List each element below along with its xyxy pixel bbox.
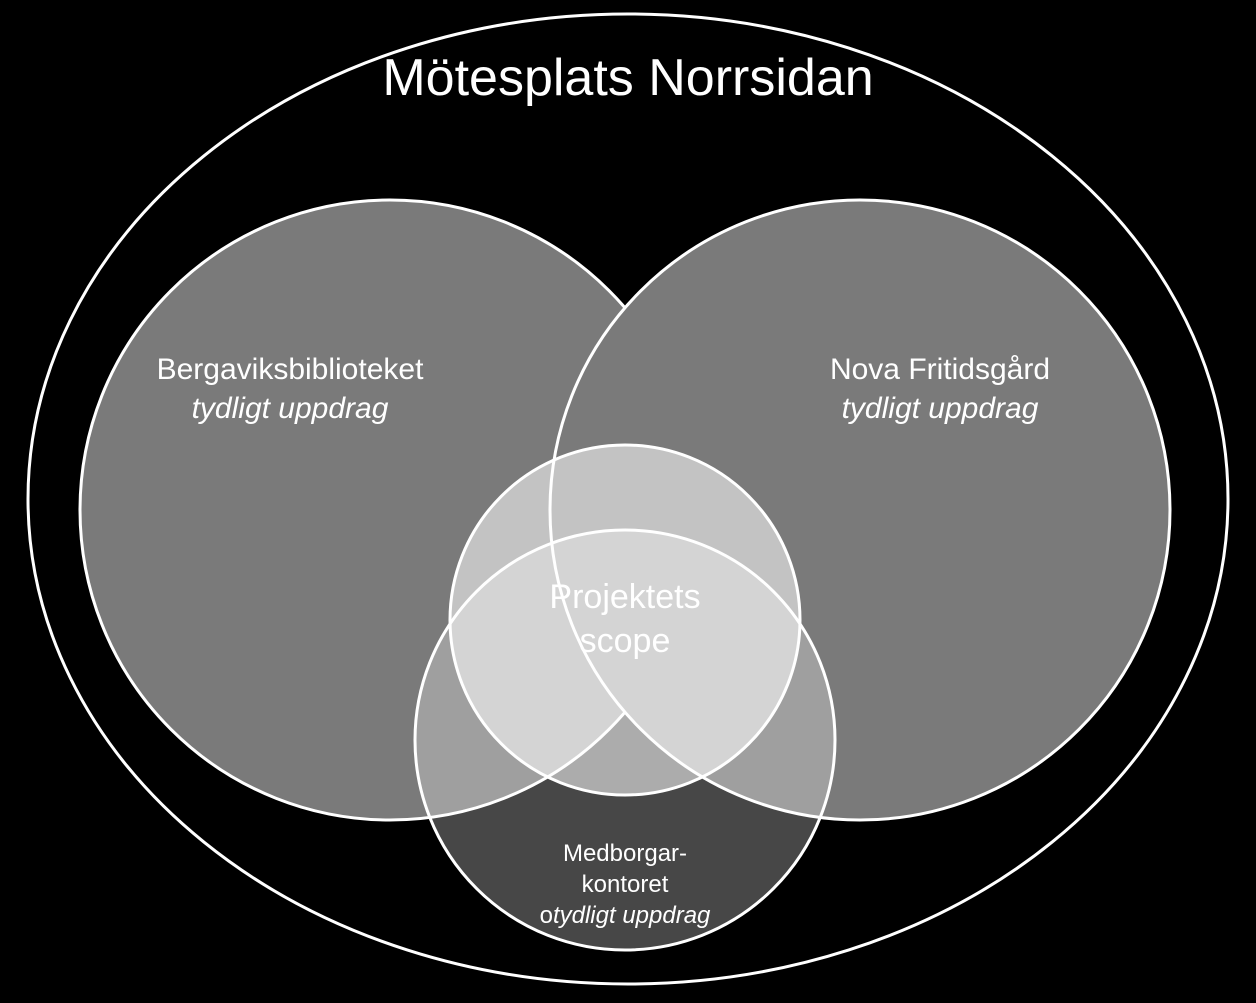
bottom-label-line1: Medborgar- (500, 838, 750, 869)
diagram-title: Mötesplats Norrsidan (0, 48, 1256, 108)
bottom-label-line3: otydligt uppdrag (500, 900, 750, 931)
right-label-line2: tydligt uppdrag (780, 389, 1100, 428)
left-label-line2: tydligt uppdrag (110, 389, 470, 428)
bottom-label-prefix: o (540, 902, 553, 929)
center-circle-label: Projektets scope (500, 575, 750, 663)
left-label-line1: Bergaviksbiblioteket (110, 350, 470, 389)
bottom-label-line2: kontoret (500, 869, 750, 900)
venn-diagram: Mötesplats Norrsidan Bergaviksbiblioteke… (0, 0, 1256, 998)
right-label-line1: Nova Fritidsgård (780, 350, 1100, 389)
title-text: Mötesplats Norrsidan (382, 49, 873, 107)
center-label-line1: Projektets (500, 575, 750, 619)
left-circle-label: Bergaviksbiblioteket tydligt uppdrag (110, 350, 470, 428)
bottom-label-italic: tydligt uppdrag (553, 902, 710, 929)
center-label-line2: scope (500, 619, 750, 663)
right-circle-label: Nova Fritidsgård tydligt uppdrag (780, 350, 1100, 428)
bottom-circle-label: Medborgar- kontoret otydligt uppdrag (500, 838, 750, 932)
